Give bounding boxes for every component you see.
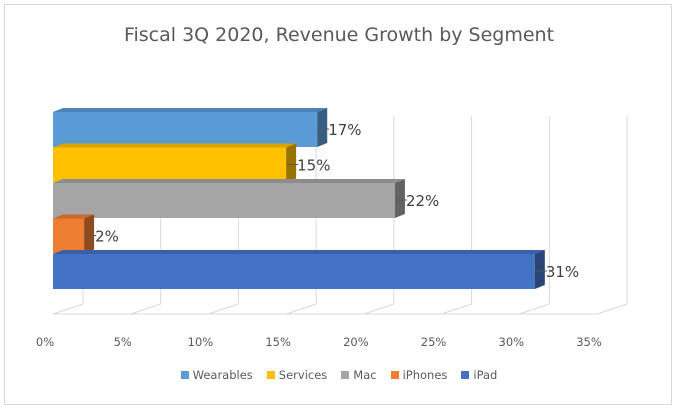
bar-side-face <box>534 250 545 289</box>
bar-top-face <box>53 250 545 254</box>
x-tick-label: 15% <box>265 335 291 349</box>
bar-ipad: 31% <box>53 250 579 289</box>
legend-item-services: Services <box>266 368 328 382</box>
data-label: 17% <box>328 121 361 139</box>
bar-services: 15% <box>53 143 330 183</box>
data-label: 15% <box>297 157 330 175</box>
x-tick-label: 20% <box>343 335 369 349</box>
legend-swatch <box>180 371 189 379</box>
bar-side-face <box>317 108 328 147</box>
bar-front-face <box>53 218 85 254</box>
x-tick-label: 30% <box>499 335 525 349</box>
legend-swatch <box>266 371 275 379</box>
gridline-floor <box>130 303 161 315</box>
legend: Wearables Services Mac iPhones iPad <box>0 368 678 382</box>
x-tick-label: 25% <box>421 335 447 349</box>
x-axis-ticks: 0% 5% 10% 15% 20% 25% 30% 35% <box>36 335 602 349</box>
bar-side-face <box>84 214 95 254</box>
bar-front-face <box>53 254 535 289</box>
gridline-floor <box>441 303 472 315</box>
bar-side-face <box>394 179 405 218</box>
data-label: 22% <box>406 192 439 210</box>
bar-top-face <box>53 143 297 148</box>
bar-top-face <box>53 214 95 219</box>
gridline-floor <box>363 303 395 315</box>
legend-item-ipad: iPad <box>461 368 497 382</box>
bar-top-face <box>53 179 405 183</box>
legend-label: iPhones <box>402 368 448 382</box>
bar-top-face <box>53 108 328 112</box>
gridline-floor <box>208 303 239 315</box>
bar-iphones: 2% <box>53 214 119 254</box>
data-label: 31% <box>546 263 579 281</box>
legend-swatch <box>341 371 350 379</box>
legend-label: Services <box>278 368 328 382</box>
legend-label: iPad <box>473 368 498 382</box>
data-label: 2% <box>95 228 119 246</box>
bar-mac: 22% <box>53 179 439 218</box>
bars: 17% 15% 22% 2% 31% <box>53 108 579 289</box>
legend-label: Wearables <box>192 368 253 382</box>
x-tick-label: 0% <box>36 335 54 349</box>
gridline-floor <box>596 303 628 315</box>
bar-front-face <box>53 183 395 218</box>
legend-item-mac: Mac <box>341 368 377 382</box>
x-tick-label: 35% <box>576 335 602 349</box>
x-tick-label: 10% <box>188 335 214 349</box>
gridline-floor <box>52 303 84 315</box>
gridline-floor <box>285 303 317 315</box>
x-tick-label: 5% <box>114 335 132 349</box>
bar-front-face <box>53 112 318 147</box>
legend-label: Mac <box>353 368 377 382</box>
bar-side-face <box>286 143 297 183</box>
chart-title: Fiscal 3Q 2020, Revenue Growth by Segmen… <box>123 24 555 46</box>
legend-swatch <box>461 371 470 379</box>
bar-front-face <box>53 147 287 183</box>
legend-item-iphones: iPhones <box>390 368 448 382</box>
legend-item-wearables: Wearables <box>180 368 253 382</box>
gridline-floor <box>519 303 550 315</box>
bar-wearables: 17% <box>53 108 362 147</box>
legend-swatch <box>390 371 399 379</box>
